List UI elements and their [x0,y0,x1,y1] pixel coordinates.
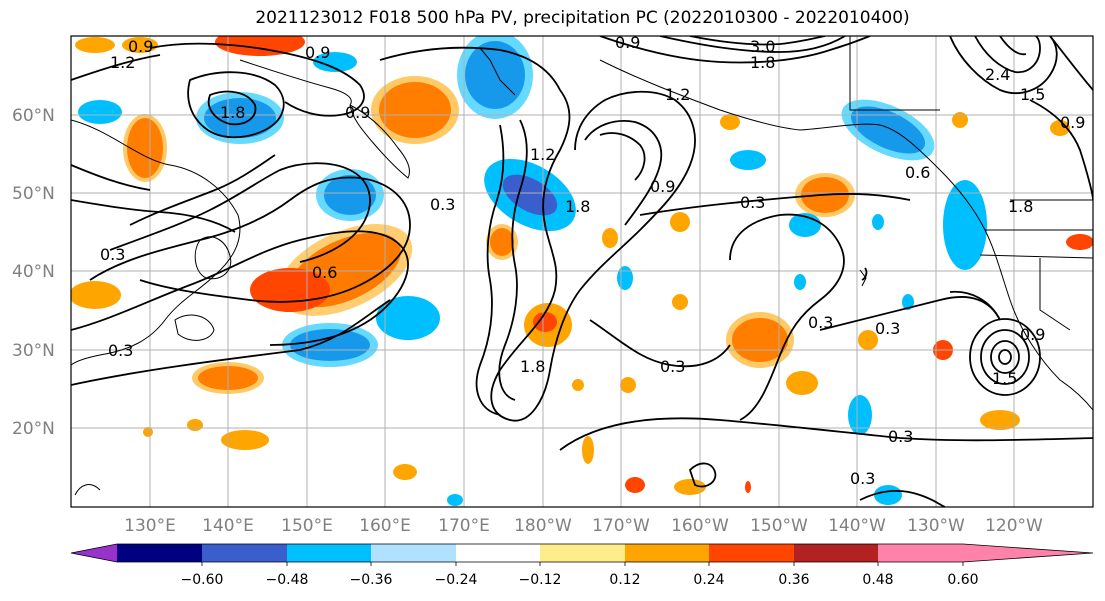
contour-label: 0.3 [740,193,765,212]
colorbar-label: 0.24 [693,572,724,588]
coastlines [71,36,1093,496]
colorbar-extend-high [963,544,1093,562]
contour-label: 0.3 [108,341,133,360]
lat-label: 20°N [12,419,55,439]
contour-label: 0.9 [305,43,330,62]
lon-label: 130°E [124,516,176,536]
contour-label: 1.8 [1008,197,1033,216]
colorbar-label: 0.60 [947,572,978,588]
contour-label: 0.9 [650,177,675,196]
contour-label: 0.3 [430,195,455,214]
contour-label: 1.8 [565,197,590,216]
lon-label: 160°W [671,516,729,536]
graticule [71,36,1093,507]
contour-label: 1.2 [665,85,690,104]
colorbar-segment [625,544,709,562]
colorbar-label: 0.12 [609,572,640,588]
contour-label: 1.8 [750,53,775,72]
lon-label: 170°W [592,516,650,536]
contour-label: 1.5 [992,369,1017,388]
lat-label: 60°N [12,106,55,126]
colorbar-label: 0.36 [778,572,809,588]
contour-label: 0.9 [1060,113,1085,132]
contour-label: 0.6 [312,263,337,282]
pv-contours [71,36,1093,507]
lon-label: 180°W [514,516,572,536]
contour-label: 0.9 [345,103,370,122]
contour-label: 0.3 [808,313,833,332]
contour-label: 1.5 [1020,85,1045,104]
colorbar-ticks [201,562,964,566]
contour-label: 0.3 [850,469,875,488]
contour-label: 2.4 [985,65,1010,84]
contour-label: 0.3 [875,319,900,338]
contour-label: 0.9 [615,33,640,52]
contour-label: 3.0 [750,37,775,56]
lon-label: 140°E [202,516,254,536]
colorbar-segment [878,544,963,562]
colorbar-label: −0.36 [350,572,393,588]
colorbar-label: −0.48 [266,572,309,588]
lon-label: 170°E [438,516,490,536]
contour-label: 0.9 [1020,325,1045,344]
colorbar-extend-low [71,544,117,562]
colorbar-label: −0.24 [435,572,478,588]
lat-label: 50°N [12,184,55,204]
precipitation-shading [71,36,1093,506]
map-frame [70,35,1094,508]
colorbar-segment [287,544,371,562]
lon-label: 120°W [985,516,1043,536]
contour-label: 0.6 [905,163,930,182]
contour-label: 1.2 [110,53,135,72]
colorbar-segment [371,544,456,562]
colorbar-segment [117,544,202,562]
colorbar-segment [456,544,540,562]
lon-label: 140°W [828,516,886,536]
contour-label: 0.9 [128,37,153,56]
lat-label: 40°N [12,262,55,282]
lon-label: 160°E [359,516,411,536]
colorbar-label: −0.60 [181,572,224,588]
contour-label: 1.2 [530,145,555,164]
lon-label: 150°E [281,516,333,536]
contour-labels: 1.2 0.9 0.9 1.8 0.9 0.3 0.6 0.3 0.3 1.8 … [100,33,1085,488]
contour-label: 1.8 [220,103,245,122]
colorbar-segment [202,544,287,562]
colorbar-segment [794,544,878,562]
contour-label: 0.3 [660,357,685,376]
latitude-labels: 60°N 50°N 40°N 30°N 20°N [12,106,55,439]
colorbar: −0.60 −0.48 −0.36 −0.24 −0.12 0.12 0.24 … [70,543,1094,588]
lat-label: 30°N [12,341,55,361]
colorbar-segment [540,544,625,562]
colorbar-label: −0.12 [519,572,562,588]
lon-label: 130°W [907,516,965,536]
contour-label: 0.3 [888,427,913,446]
contour-label: 0.3 [100,245,125,264]
colorbar-label: 0.48 [862,572,893,588]
colorbar-segment [709,544,794,562]
lon-label: 150°W [750,516,808,536]
map-title: 2021123012 F018 500 hPa PV, precipitatio… [255,8,910,28]
contour-label: 1.8 [520,357,545,376]
longitude-labels: 130°E 140°E 150°E 160°E 170°E 180°W 170°… [124,516,1043,536]
